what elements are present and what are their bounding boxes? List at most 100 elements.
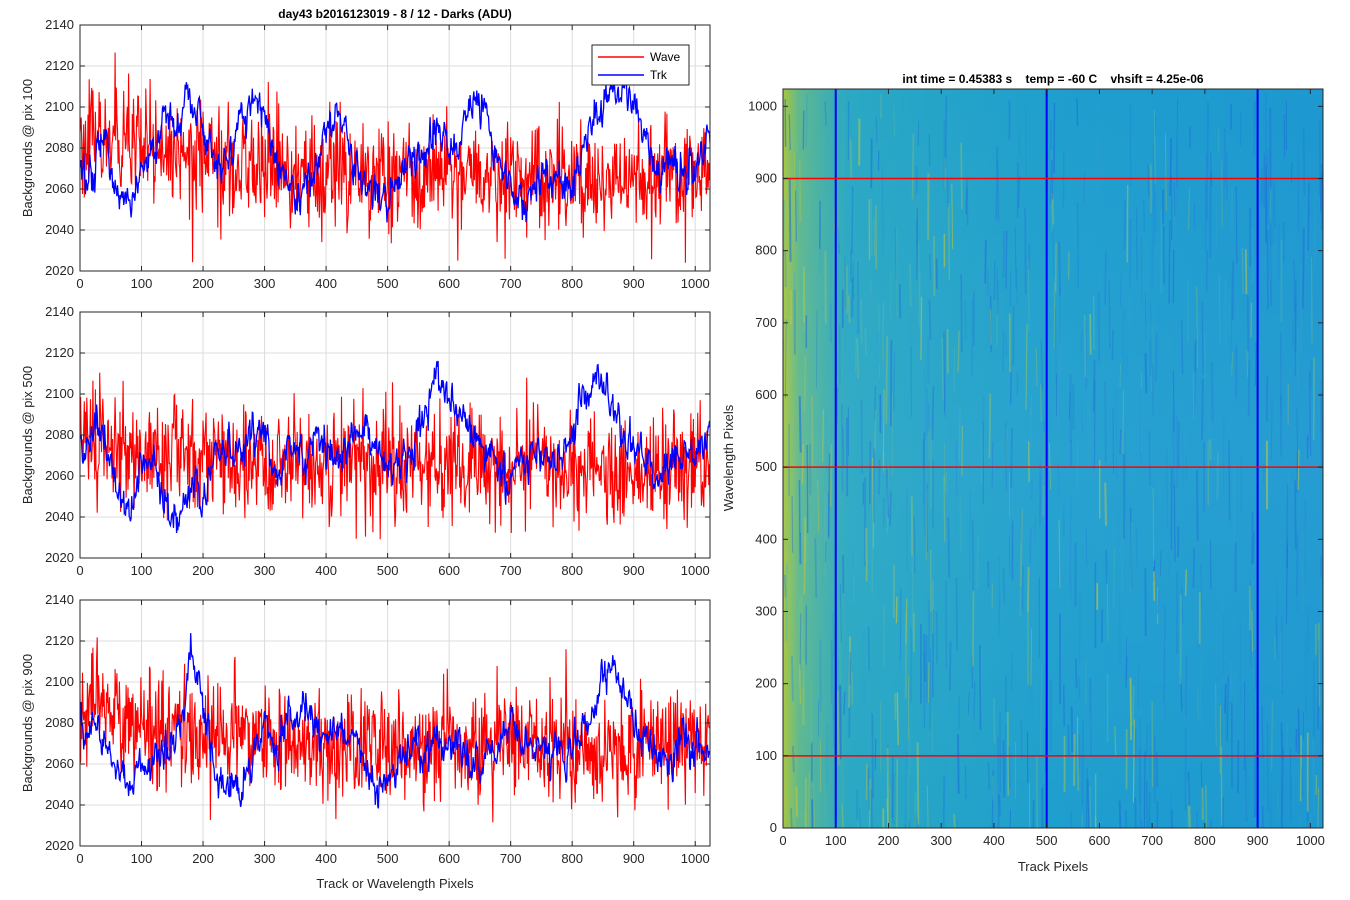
- y-axis-label: Backgrounds @ pix 900: [20, 654, 35, 792]
- x-tick-label: 800: [561, 563, 583, 578]
- series-trk-line: [80, 633, 710, 809]
- y-tick-label: 800: [755, 243, 777, 258]
- y-tick-label: 100: [755, 748, 777, 763]
- series-layer: [80, 360, 710, 540]
- x-tick-label: 100: [131, 851, 153, 866]
- x-tick-label: 0: [779, 833, 786, 848]
- x-tick-label: 600: [438, 276, 460, 291]
- x-axis-label: Track or Wavelength Pixels: [316, 876, 474, 891]
- x-tick-label: 500: [377, 851, 399, 866]
- ticks: 0 100 200 300 400 500 600 700 800 900 1000 0 100 200 3…: [748, 89, 1325, 848]
- heatmap-panel: 0 100 200 300 400 500 600 700 800 900 1000 0 100 200 3…: [721, 72, 1325, 874]
- y-tick-label: 2140: [45, 304, 74, 319]
- x-tick-label: 0: [76, 851, 83, 866]
- y-tick-label: 2020: [45, 838, 74, 853]
- y-tick-label: 2060: [45, 468, 74, 483]
- x-tick-label: 200: [192, 851, 214, 866]
- y-axis-label: Backgrounds @ pix 100: [20, 79, 35, 217]
- x-tick-label: 300: [254, 276, 276, 291]
- y-tick-label: 2080: [45, 715, 74, 730]
- series-trk-line: [80, 360, 710, 534]
- x-tick-label: 600: [1089, 833, 1111, 848]
- x-tick-label: 100: [131, 276, 153, 291]
- x-tick-label: 700: [1141, 833, 1163, 848]
- x-tick-label: 500: [1036, 833, 1058, 848]
- x-tick-label: 900: [1247, 833, 1269, 848]
- y-tick-label: 2060: [45, 756, 74, 771]
- y-tick-label: 0: [770, 820, 777, 835]
- y-tick-label: 2120: [45, 58, 74, 73]
- x-tick-label: 0: [76, 276, 83, 291]
- legend: Wave Trk: [591, 44, 690, 86]
- series-layer: [80, 633, 710, 823]
- y-axis-label: Backgrounds @ pix 500: [20, 366, 35, 504]
- x-tick-label: 800: [561, 851, 583, 866]
- y-axis-label: Wavelength Pixels: [721, 404, 736, 511]
- y-tick-label: 400: [755, 531, 777, 546]
- y-tick-label: 2140: [45, 17, 74, 32]
- y-tick-label: 700: [755, 315, 777, 330]
- x-tick-label: 900: [623, 563, 645, 578]
- x-tick-label: 800: [561, 276, 583, 291]
- y-tick-label: 2060: [45, 181, 74, 196]
- series-layer: [80, 52, 710, 263]
- y-tick-label: 2040: [45, 797, 74, 812]
- y-tick-label: 2020: [45, 550, 74, 565]
- x-tick-label: 700: [500, 563, 522, 578]
- y-tick-label: 2120: [45, 633, 74, 648]
- x-tick-label: 100: [825, 833, 847, 848]
- y-tick-label: 2100: [45, 386, 74, 401]
- x-tick-label: 800: [1194, 833, 1216, 848]
- x-tick-label: 1000: [681, 276, 710, 291]
- x-tick-label: 300: [254, 563, 276, 578]
- x-tick-label: 1000: [681, 563, 710, 578]
- y-tick-label: 2080: [45, 140, 74, 155]
- heatmap-shade: [783, 89, 1323, 828]
- y-tick-label: 900: [755, 170, 777, 185]
- x-tick-label: 0: [76, 563, 83, 578]
- x-tick-label: 900: [623, 276, 645, 291]
- ticks: 0 100 200 300 400 500 600 700 800 900 1000 2020 2040…: [45, 17, 710, 291]
- x-tick-label: 100: [131, 563, 153, 578]
- y-tick-label: 2100: [45, 99, 74, 114]
- y-tick-label: 600: [755, 387, 777, 402]
- axes-box: [782, 88, 1324, 829]
- x-tick-label: 900: [623, 851, 645, 866]
- x-tick-label: 400: [315, 563, 337, 578]
- y-tick-label: 2020: [45, 263, 74, 278]
- x-tick-label: 400: [983, 833, 1005, 848]
- x-tick-label: 1000: [1296, 833, 1325, 848]
- series-wave-line: [80, 372, 710, 540]
- x-tick-label: 200: [192, 563, 214, 578]
- y-tick-label: 2120: [45, 345, 74, 360]
- x-tick-label: 600: [438, 563, 460, 578]
- x-tick-label: 200: [878, 833, 900, 848]
- x-tick-label: 200: [192, 276, 214, 291]
- y-tick-label: 300: [755, 603, 777, 618]
- x-tick-label: 600: [438, 851, 460, 866]
- y-tick-label: 500: [755, 459, 777, 474]
- y-tick-label: 2140: [45, 592, 74, 607]
- y-tick-label: 1000: [748, 98, 777, 113]
- x-tick-label: 1000: [681, 851, 710, 866]
- x-tick-label: 500: [377, 563, 399, 578]
- series-trk-line: [80, 73, 710, 223]
- marker-lines: [783, 89, 1323, 828]
- x-axis-label: Track Pixels: [1018, 859, 1089, 874]
- x-tick-label: 300: [254, 851, 276, 866]
- x-tick-label: 400: [315, 276, 337, 291]
- chart-title: day43 b2016123019 - 8 / 12 - Darks (ADU): [278, 7, 511, 21]
- legend-trk-label: Trk: [650, 68, 668, 82]
- x-tick-label: 500: [377, 276, 399, 291]
- series-wave-line: [80, 52, 710, 263]
- legend-wave-label: Wave: [650, 50, 681, 64]
- y-tick-label: 2080: [45, 427, 74, 442]
- legend-box: [591, 44, 690, 86]
- heatmap-title: int time = 0.45383 s temp = -60 C vhsift…: [902, 72, 1203, 86]
- ticks: 0 100 200 300 400 500 600 700 800 900 1000 2020 2040…: [45, 304, 710, 578]
- y-tick-label: 200: [755, 676, 777, 691]
- y-tick-label: 2040: [45, 222, 74, 237]
- x-tick-label: 400: [315, 851, 337, 866]
- x-tick-label: 700: [500, 276, 522, 291]
